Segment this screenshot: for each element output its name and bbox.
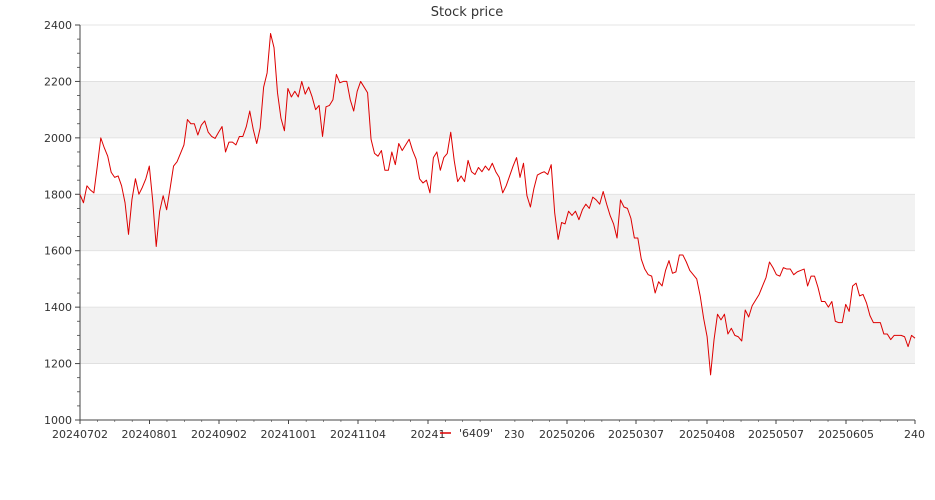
background-band: [80, 81, 915, 138]
y-tick-label: 2200: [44, 75, 72, 88]
x-tick-label: 20250605: [818, 428, 874, 441]
gridlines: [80, 24, 915, 364]
x-tick-label: 20241: [411, 428, 446, 441]
legend: '6409': [440, 426, 505, 440]
y-tick-label: 2400: [44, 19, 72, 32]
background-band: [80, 363, 915, 420]
x-tick-label: 20240801: [122, 428, 178, 441]
background-band: [80, 194, 915, 251]
y-tick-label: 2000: [44, 132, 72, 145]
x-tick-label: 20241001: [261, 428, 317, 441]
series-layer: [79, 32, 916, 376]
x-tick-label: 20250408: [679, 428, 735, 441]
x-tick-label: 20250307: [608, 428, 664, 441]
x-tick-label: 240: [904, 428, 925, 441]
x-tick-label: 20240902: [191, 428, 247, 441]
x-tick-label: .230: [500, 428, 525, 441]
y-axis-ticks: 1000 1200 1400 1600 1800 2000 2200 2400: [44, 19, 80, 427]
x-tick-label: 20240702: [52, 428, 108, 441]
series-line-6409: [79, 32, 916, 376]
y-tick-label: 1600: [44, 245, 72, 258]
background-band: [80, 250, 915, 308]
y-tick-label: 1200: [44, 358, 72, 371]
background-band: [80, 137, 915, 195]
x-tick-label: 20250206: [539, 428, 595, 441]
x-tick-label: 20241104: [330, 428, 386, 441]
y-tick-label: 1800: [44, 188, 72, 201]
x-tick-label: 20250507: [748, 428, 804, 441]
y-tick-label: 1400: [44, 301, 72, 314]
background-band: [80, 307, 915, 364]
legend-background: [455, 426, 505, 440]
y-tick-label: 1000: [44, 414, 72, 427]
legend-label: '6409': [459, 427, 493, 440]
background-bands: [80, 25, 915, 420]
chart-title: Stock price: [431, 5, 503, 20]
background-band: [80, 25, 915, 82]
x-axis-ticks: 20240702 20240801 20240902 20241001 20241104…: [52, 420, 925, 441]
